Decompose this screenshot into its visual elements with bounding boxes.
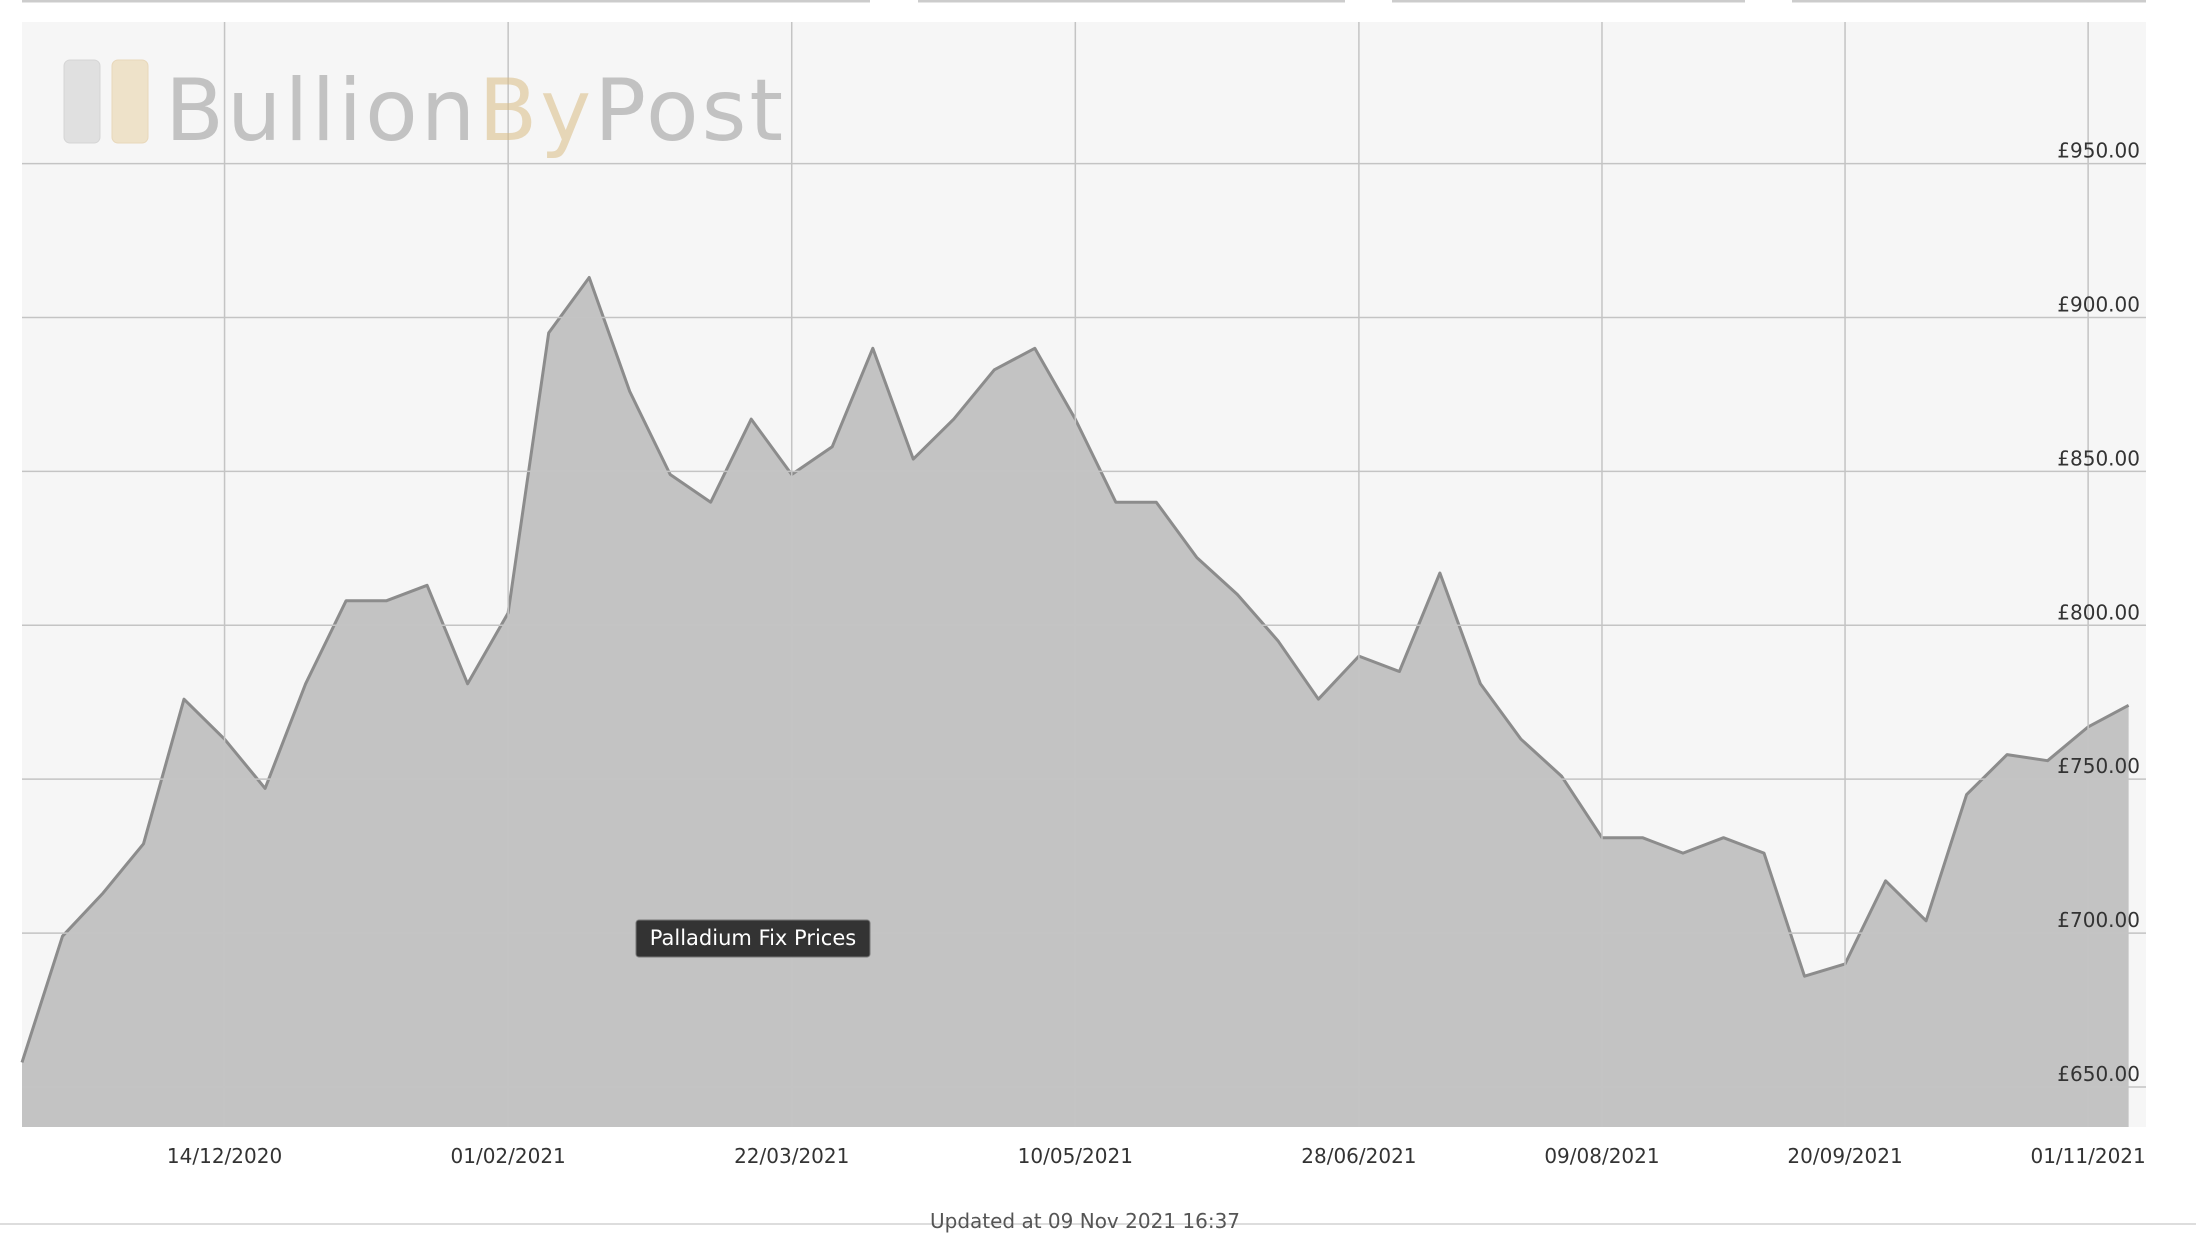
- x-tick-label: 22/03/2021: [734, 1144, 849, 1168]
- tooltip: Palladium Fix Prices: [635, 919, 871, 958]
- x-tick-label: 10/05/2021: [1018, 1144, 1133, 1168]
- y-tick-label: £850.00: [2057, 446, 2140, 470]
- x-tick-label: 20/09/2021: [1787, 1144, 1902, 1168]
- logo-bar: [111, 59, 149, 144]
- logo-part: Bullion: [165, 61, 478, 161]
- logo-bar: [63, 59, 101, 144]
- x-tick-label: 14/12/2020: [167, 1144, 282, 1168]
- y-tick-label: £750.00: [2057, 754, 2140, 778]
- tooltip-box: [635, 919, 871, 958]
- y-tick-label: £900.00: [2057, 292, 2140, 316]
- logo-part: Post: [594, 61, 786, 161]
- footer-text: Updated at 09 Nov 2021 16:37: [930, 1209, 1240, 1233]
- y-tick-label: £700.00: [2057, 908, 2140, 932]
- tooltip-text: Palladium Fix Prices: [650, 926, 856, 950]
- y-tick-label: £650.00: [2057, 1062, 2140, 1086]
- x-tick-label: 09/08/2021: [1544, 1144, 1659, 1168]
- x-tick-label: 28/06/2021: [1301, 1144, 1416, 1168]
- logo-text: BullionByPost: [165, 61, 786, 161]
- y-tick-label: £800.00: [2057, 600, 2140, 624]
- x-tick-label: 01/11/2021: [2030, 1144, 2145, 1168]
- watermark: BullionByPost: [63, 59, 786, 161]
- x-tick-label: 01/02/2021: [451, 1144, 566, 1168]
- logo-part: By: [478, 61, 594, 161]
- y-tick-label: £950.00: [2057, 139, 2140, 163]
- grid: [22, 22, 2146, 1127]
